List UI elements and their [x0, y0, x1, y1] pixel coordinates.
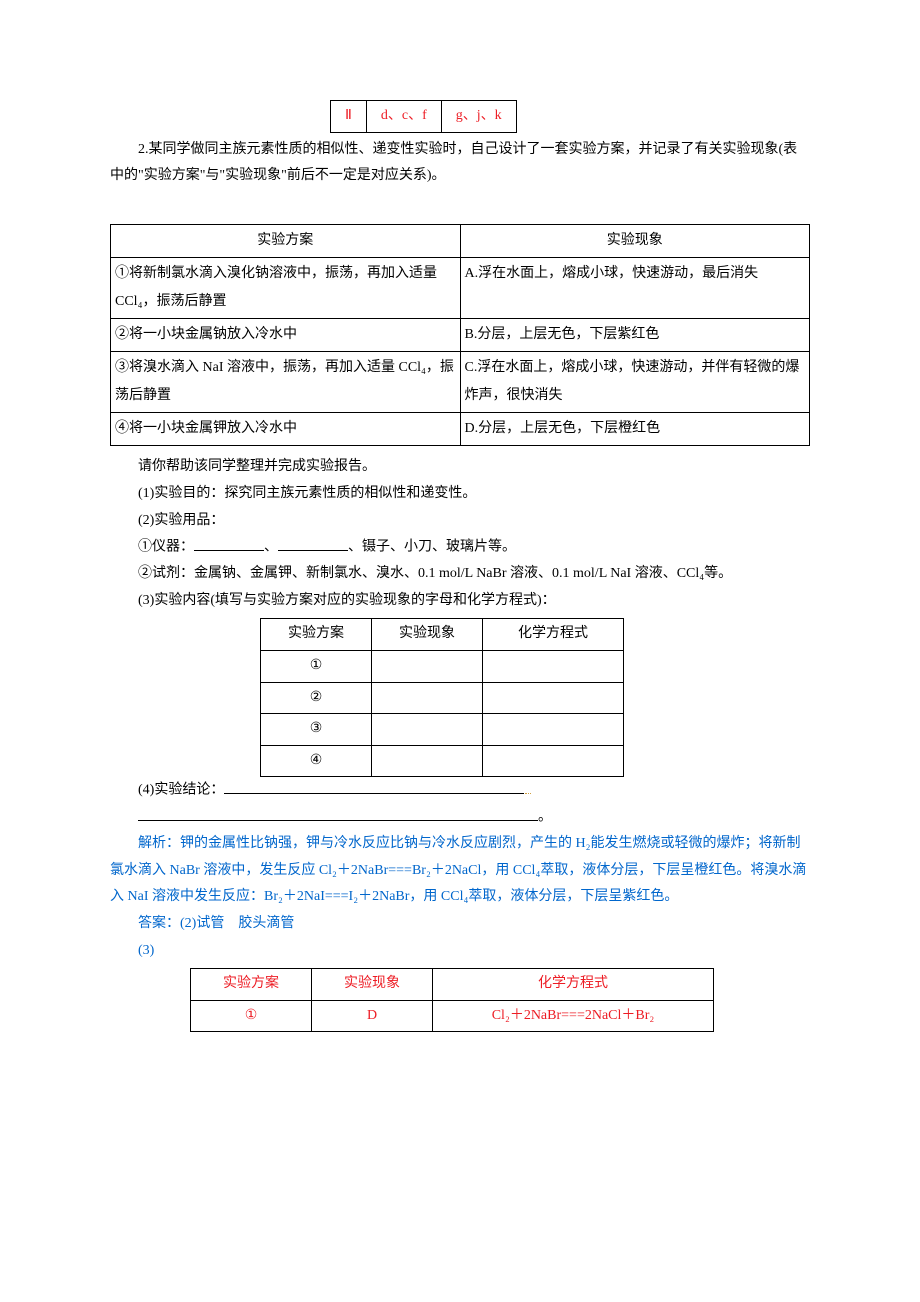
item-4: (4)实验结论：: [110, 777, 810, 804]
top-table: Ⅱ d、c、f g、j、k: [330, 100, 517, 133]
wide-r1c1: ①将新制氯水滴入溴化钠溶液中，振荡，再加入适量 CCl₄，振荡后静置: [111, 258, 461, 319]
top-cell-3: g、j、k: [441, 101, 516, 133]
wide-r4c1: ④将一小块金属钾放入冷水中: [111, 413, 461, 446]
wide-r2c1: ②将一小块金属钠放入冷水中: [111, 319, 461, 352]
wide-r3c2: C.浮在水面上，熔成小球，快速游动，并伴有轻微的爆炸声，很快消失: [460, 352, 810, 413]
blank-conclusion-2: [138, 804, 538, 820]
item-3: (3)实验内容(填写与实验方案对应的实验现象的字母和化学方程式)：: [110, 588, 810, 615]
answer-line: 答案：(2)试管 胶头滴管: [110, 911, 810, 938]
answer-table-blank: 实验方案 实验现象 化学方程式 ① ② ③ ④: [260, 618, 624, 777]
mid-r4: ④: [261, 745, 372, 777]
mid-r3: ③: [261, 714, 372, 746]
mid-th-3: 化学方程式: [483, 619, 624, 651]
experiment-table: 实验方案 实验现象 ①将新制氯水滴入溴化钠溶液中，振荡，再加入适量 CCl₄，振…: [110, 224, 810, 446]
analysis-body: 钾的金属性比钠强，钾与冷水反应比钠与冷水反应剧烈，产生的 H₂能发生燃烧或轻微的…: [110, 836, 806, 904]
item-2-1: ①仪器：、、镊子、小刀、玻璃片等。: [110, 534, 810, 561]
item-2-1-before: ①仪器：: [138, 540, 194, 555]
dotted-mark: [525, 793, 531, 794]
mid-th-2: 实验现象: [372, 619, 483, 651]
bot-r1c1: ①: [191, 1000, 312, 1032]
analysis-label: 解析：: [138, 836, 180, 851]
answer-3: (3): [110, 938, 810, 965]
bot-th-1: 实验方案: [191, 969, 312, 1001]
blank-conclusion-1: [224, 777, 524, 793]
item-1: (1)实验目的：探究同主族元素性质的相似性和递变性。: [110, 481, 810, 508]
wide-th-2: 实验现象: [460, 225, 810, 258]
bot-r1c3: Cl₂＋2NaBr===2NaCl＋Br₂: [433, 1000, 714, 1032]
mid-r2: ②: [261, 682, 372, 714]
blank-1: [194, 534, 264, 550]
bot-r1c2: D: [312, 1000, 433, 1032]
analysis: 解析：钾的金属性比钠强，钾与冷水反应比钠与冷水反应剧烈，产生的 H₂能发生燃烧或…: [110, 831, 810, 911]
mid-th-1: 实验方案: [261, 619, 372, 651]
top-cell-1: Ⅱ: [331, 101, 367, 133]
item-2: (2)实验用品：: [110, 508, 810, 535]
bot-th-2: 实验现象: [312, 969, 433, 1001]
wide-r4c2: D.分层，上层无色，下层橙红色: [460, 413, 810, 446]
help-paragraph: 请你帮助该同学整理并完成实验报告。: [110, 454, 810, 481]
item-2-1-after: 、镊子、小刀、玻璃片等。: [348, 540, 516, 555]
answer-table-filled: 实验方案 实验现象 化学方程式 ① D Cl₂＋2NaBr===2NaCl＋Br…: [190, 968, 714, 1032]
bot-th-3: 化学方程式: [433, 969, 714, 1001]
answer-2: (2)试管 胶头滴管: [180, 916, 294, 931]
top-cell-2: d、c、f: [366, 101, 441, 133]
wide-th-1: 实验方案: [111, 225, 461, 258]
item-4-line2: 。: [110, 804, 810, 831]
wide-r1c2: A.浮在水面上，熔成小球，快速游动，最后消失: [460, 258, 810, 319]
item-2-2: ②试剂：金属钠、金属钾、新制氯水、溴水、0.1 mol/L NaBr 溶液、0.…: [110, 561, 810, 588]
item-4-label: (4)实验结论：: [138, 783, 224, 798]
wide-r3c1: ③将溴水滴入 NaI 溶液中，振荡，再加入适量 CCl₄，振荡后静置: [111, 352, 461, 413]
question-2-intro: 2.某同学做同主族元素性质的相似性、递变性实验时，自己设计了一套实验方案，并记录…: [110, 137, 810, 190]
wide-r2c2: B.分层，上层无色，下层紫红色: [460, 319, 810, 352]
blank-2: [278, 534, 348, 550]
answer-label: 答案：: [138, 916, 180, 931]
mid-r1: ①: [261, 650, 372, 682]
